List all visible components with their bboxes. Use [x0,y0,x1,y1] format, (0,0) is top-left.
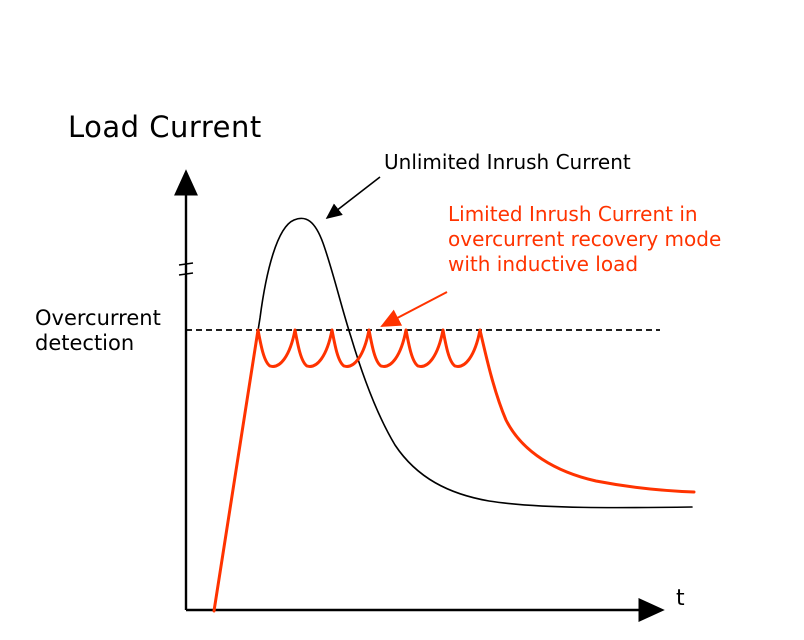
limited-inrush-label: Limited Inrush Current in overcurrent re… [448,202,721,277]
limited-annotation-arrow [380,291,448,327]
unlimited-inrush-curve [213,217,693,612]
axis-break-mark [178,272,194,276]
x-axis-label: t [676,586,685,611]
chart-title: Load Current [68,110,262,144]
unlimited-annotation-arrow [325,176,381,219]
limited-inrush-curve [212,328,696,613]
overcurrent-detection-label: Overcurrent detection [35,306,161,356]
axis-break-mark [178,262,194,266]
unlimited-inrush-label: Unlimited Inrush Current [384,150,631,174]
overcurrent-detection-label-line1: Overcurrent [35,306,161,330]
overcurrent-detection-label-line2: detection [35,331,135,355]
limited-inrush-label-line2: overcurrent recovery mode [448,227,722,251]
limited-inrush-label-line3: with inductive load [448,252,639,276]
limited-inrush-label-line1: Limited Inrush Current in [448,202,698,226]
